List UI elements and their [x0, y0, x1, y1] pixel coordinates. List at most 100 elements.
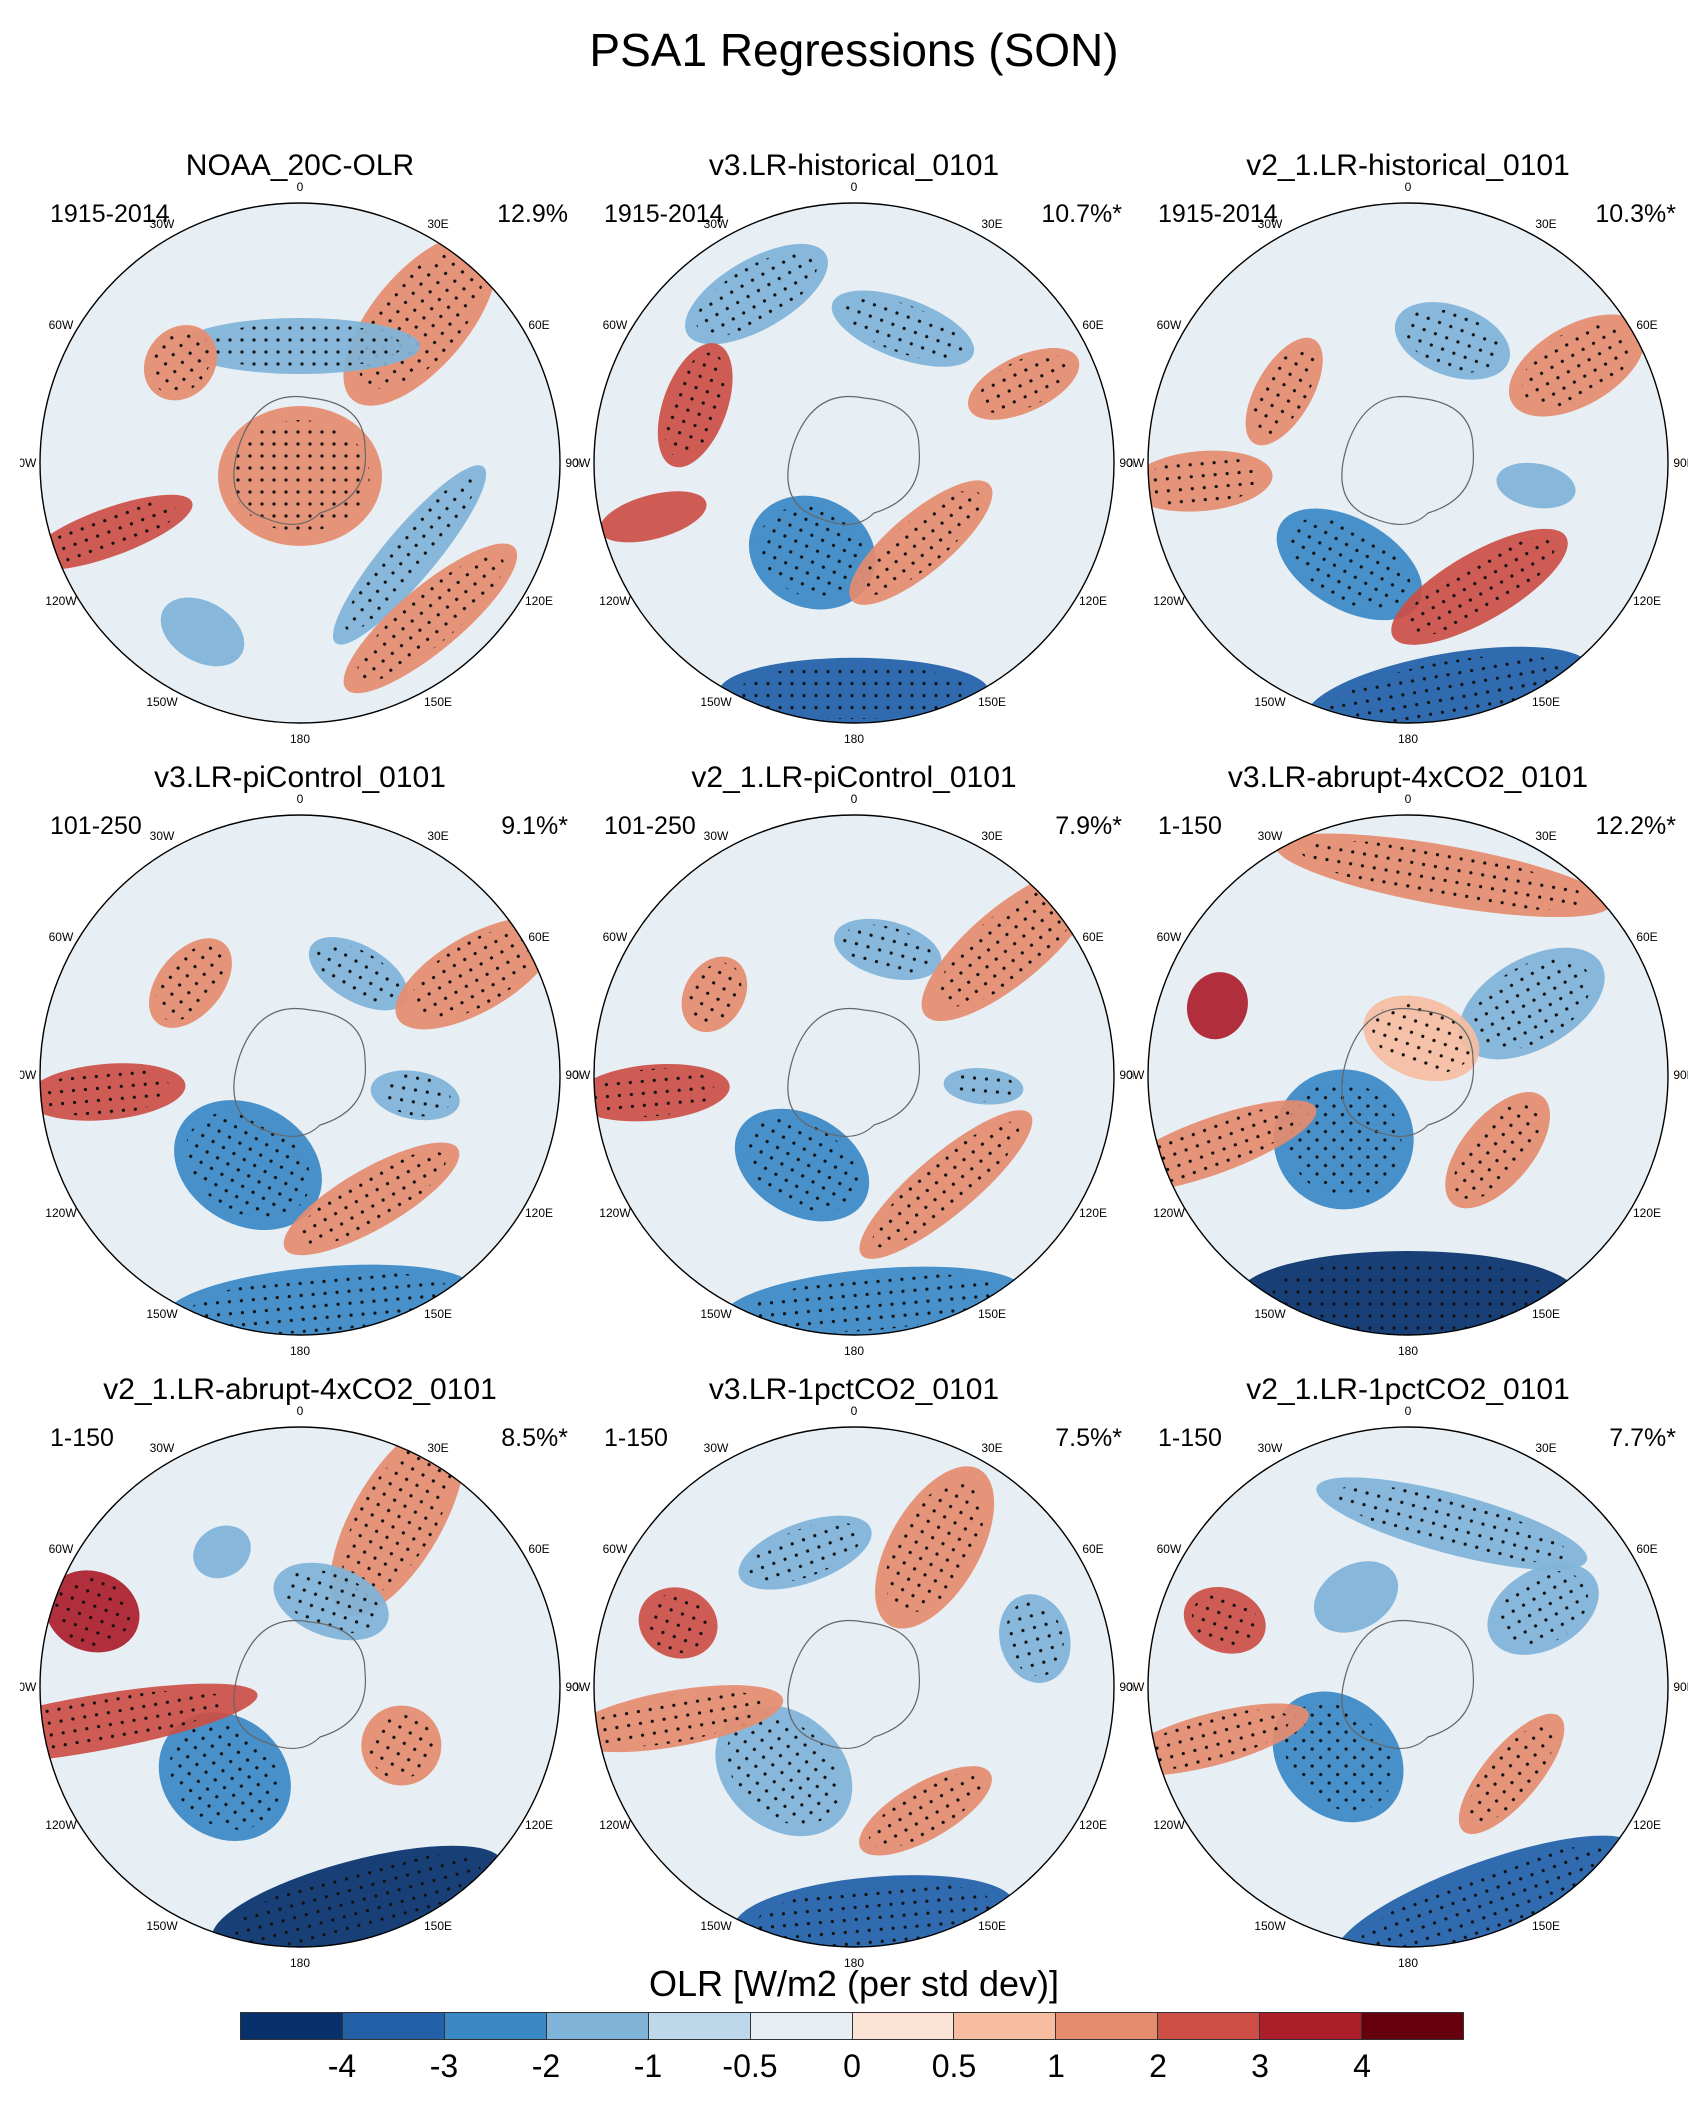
significance-stippling [185, 1111, 311, 1219]
longitude-label: 150E [1532, 695, 1560, 709]
longitude-label: 120W [1153, 1206, 1185, 1220]
panel-variance: 10.7%* [1041, 200, 1122, 228]
significance-stippling [1403, 309, 1502, 373]
colorbar-swatch [750, 2013, 853, 2039]
map-panel: v3.LR-1pctCO2_0101 1-150 7.5%* 0 30E 60E 90… [574, 1372, 1134, 1972]
significance-stippling [1252, 345, 1317, 438]
significance-stippling [1191, 1592, 1258, 1649]
panel-period: 101-250 [604, 812, 696, 840]
significance-stippling [1006, 1600, 1064, 1677]
significance-stippling [1473, 957, 1591, 1050]
map-background [594, 1427, 1114, 1947]
map-boundary [39, 814, 561, 1336]
panel-period: 1-150 [1158, 1424, 1222, 1452]
longitude-label: 60W [1157, 930, 1182, 944]
significance-stippling [869, 1773, 982, 1849]
colorbar-swatch [852, 2013, 955, 2039]
significance-stippling [316, 943, 401, 1005]
panel-title: v3.LR-1pctCO2_0101 [708, 1373, 1000, 1406]
panel-variance: 10.3%* [1595, 200, 1676, 228]
longitude-label: 0 [1405, 1404, 1412, 1418]
colorbar-tick-label: 3 [1251, 2048, 1269, 2084]
significance-stippling [664, 352, 726, 458]
longitude-label: 90E [565, 1068, 580, 1082]
polar-map: 0 30E 60E 90E 120E 150E 180 150W 120W 90W 60W 30W [1128, 1404, 1688, 1970]
map-field [40, 1427, 560, 1947]
significance-stippling [1148, 455, 1259, 508]
longitude-label: 30E [427, 217, 448, 231]
significance-stippling [938, 882, 1080, 1007]
longitude-label: 60E [528, 1542, 549, 1556]
longitude-label: 0 [851, 792, 858, 806]
longitude-label: 60E [528, 318, 549, 332]
longitude-label: 120E [1633, 1818, 1661, 1832]
longitude-label: 30E [1535, 217, 1556, 231]
map-field [594, 203, 1114, 723]
significance-stippling [951, 1070, 1016, 1102]
anomaly-region [599, 491, 707, 543]
longitude-label: 90E [1119, 1680, 1134, 1694]
antarctica-coastline [787, 395, 921, 525]
longitude-label: 60W [603, 930, 628, 944]
colorbar-swatch [1158, 2013, 1261, 2039]
antarctica-coastline [787, 1007, 921, 1137]
colorbar-swatch [648, 2013, 751, 2039]
longitude-label: 90W [574, 1068, 591, 1082]
significance-stippling [739, 664, 969, 719]
longitude-label: 30E [1535, 829, 1556, 843]
map-field [40, 203, 560, 723]
longitude-label: 60W [49, 1542, 74, 1556]
significance-stippling [746, 1273, 1001, 1333]
longitude-label: 60W [1157, 318, 1182, 332]
panel-title: v3.LR-abrupt-4xCO2_0101 [1227, 761, 1589, 794]
panel-variance: 7.9%* [1055, 812, 1122, 840]
panel-title: v3.LR-piControl_0101 [154, 761, 446, 794]
antarctica-coastline [1341, 395, 1475, 525]
longitude-label: 60E [1082, 318, 1103, 332]
significance-stippling [342, 1439, 453, 1597]
significance-stippling [1263, 1260, 1553, 1332]
longitude-label: 150W [146, 1919, 178, 1933]
significance-stippling [344, 478, 475, 631]
polar-map: 0 30E 60E 90E 120E 150E 180 150W 120W 90W 60W 30W [1128, 180, 1688, 746]
significance-stippling [755, 1882, 993, 1947]
significance-stippling [1287, 518, 1412, 611]
significance-stippling [42, 501, 176, 564]
longitude-label: 30W [704, 217, 729, 231]
longitude-label: 0 [851, 1404, 858, 1418]
map-boundary [593, 1426, 1115, 1948]
colorbar-tick-label: -3 [429, 2048, 459, 2084]
longitude-label: 120W [45, 594, 77, 608]
longitude-label: 90E [565, 456, 580, 470]
longitude-label: 60W [603, 318, 628, 332]
longitude-label: 30E [427, 1441, 448, 1455]
longitude-label: 30E [427, 829, 448, 843]
longitude-label: 60E [528, 930, 549, 944]
longitude-label: 60W [1157, 1542, 1182, 1556]
significance-stippling [296, 1151, 447, 1247]
colorbar-tick-label: -2 [531, 2048, 561, 2084]
colorbar-swatch [1056, 2013, 1159, 2039]
significance-stippling [726, 1716, 842, 1825]
significance-stippling [758, 506, 866, 599]
figure-title: PSA1 Regressions (SON) [589, 24, 1119, 76]
longitude-label: 120W [599, 594, 631, 608]
colorbar-tick-label: 1 [1047, 2048, 1065, 2084]
longitude-label: 90W [574, 456, 591, 470]
antarctica-coastline [233, 1619, 367, 1749]
longitude-label: 180 [1398, 1344, 1418, 1358]
longitude-label: 30W [150, 1441, 175, 1455]
significance-stippling [230, 420, 370, 532]
map-panel: NOAA_20C-OLR 1915-2014 12.9% 0 30E 60E 90E 1… [20, 148, 580, 748]
significance-stippling [150, 331, 211, 395]
polar-map: 0 30E 60E 90E 120E 150E 180 150W 120W 90W 60W 30W [574, 180, 1134, 746]
panel-period: 1-150 [1158, 812, 1222, 840]
significance-stippling [41, 1067, 170, 1117]
significance-stippling [40, 1690, 225, 1758]
longitude-label: 180 [1398, 732, 1418, 746]
map-panel: v3.LR-abrupt-4xCO2_0101 1-150 12.2%* 0 30… [1128, 760, 1688, 1360]
colorbar-tick-label: 4 [1353, 2048, 1371, 2084]
longitude-label: 90W [20, 1680, 37, 1694]
longitude-label: 120E [1633, 594, 1661, 608]
map-boundary [593, 202, 1115, 724]
